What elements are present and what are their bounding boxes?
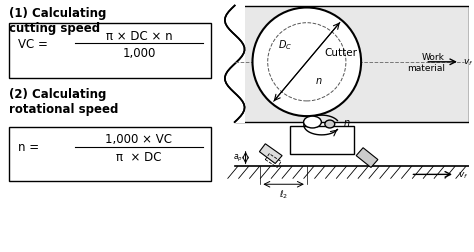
Text: n: n	[343, 118, 349, 128]
Bar	[9, 128, 211, 182]
Text: π  × DC: π × DC	[116, 150, 162, 164]
Text: n =: n =	[18, 141, 40, 154]
Polygon shape	[356, 148, 378, 168]
Text: $\ell_2$: $\ell_2$	[279, 187, 288, 200]
Text: VC =: VC =	[18, 37, 48, 50]
Text: 1,000: 1,000	[122, 47, 155, 60]
Text: $a_p$: $a_p$	[233, 152, 243, 164]
Polygon shape	[259, 144, 282, 164]
Text: $v_f$: $v_f$	[458, 169, 468, 180]
Bar	[290, 127, 354, 154]
Text: $v_f$: $v_f$	[463, 57, 473, 68]
Text: $D_C$: $D_C$	[278, 38, 292, 52]
Text: 1,000 × VC: 1,000 × VC	[105, 133, 173, 146]
Text: n: n	[316, 75, 322, 85]
Text: (1) Calculating
cutting speed: (1) Calculating cutting speed	[9, 7, 106, 34]
Bar	[9, 24, 211, 78]
Ellipse shape	[303, 117, 321, 129]
Circle shape	[253, 9, 361, 117]
Text: Cutter: Cutter	[325, 48, 357, 58]
Text: π × DC × n: π × DC × n	[106, 29, 172, 43]
Bar	[235, 7, 469, 122]
Text: Work
material: Work material	[407, 53, 445, 72]
Text: (2) Calculating
rotational speed: (2) Calculating rotational speed	[9, 88, 118, 116]
Bar	[220, 6, 245, 123]
Ellipse shape	[325, 121, 335, 129]
